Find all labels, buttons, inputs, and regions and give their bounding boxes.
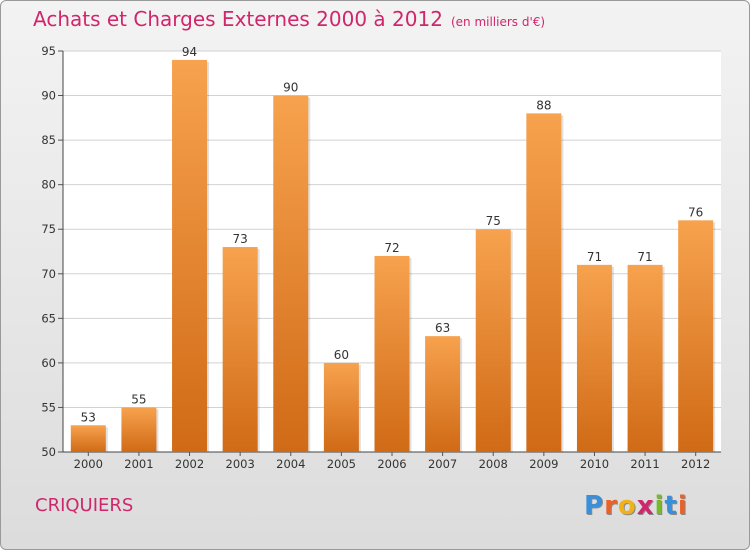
data-label: 88: [536, 98, 551, 112]
data-label: 55: [131, 392, 146, 406]
y-tick-label: 70: [41, 267, 56, 281]
chart-unit: (en milliers d'€): [450, 15, 546, 29]
data-label: 63: [435, 321, 450, 335]
y-tick-label: 55: [41, 400, 56, 414]
commune-name: CRIQUIERS: [35, 495, 134, 516]
x-tick-label: 2010: [580, 457, 609, 471]
data-label: 90: [283, 81, 298, 95]
proxiti-logo: Proxiti: [584, 491, 688, 521]
logo-letter: i: [677, 491, 688, 521]
bar: [475, 229, 511, 452]
bar: [273, 95, 309, 453]
logo-letter: x: [636, 491, 655, 521]
data-label: 75: [486, 214, 501, 228]
bar: [526, 113, 562, 452]
data-label: 60: [334, 348, 349, 362]
data-label: 71: [637, 250, 652, 264]
y-tick-label: 95: [41, 44, 56, 58]
data-label: 73: [233, 232, 248, 246]
bar: [222, 247, 258, 452]
bar: [70, 425, 106, 452]
x-tick-label: 2006: [377, 457, 406, 471]
y-tick-label: 65: [41, 311, 56, 325]
chart-title-text: Achats et Charges Externes 2000 à 2012: [33, 7, 443, 31]
y-tick-label: 85: [41, 133, 56, 147]
x-tick-label: 2003: [226, 457, 255, 471]
x-tick-label: 2011: [630, 457, 659, 471]
y-tick-label: 50: [41, 445, 56, 459]
x-tick-label: 2008: [479, 457, 508, 471]
bar: [172, 59, 208, 453]
logo-letter: r: [604, 491, 618, 521]
x-tick-label: 2001: [124, 457, 153, 471]
logo-letter: i: [654, 491, 665, 521]
data-label: 72: [384, 241, 399, 255]
logo-letter: o: [617, 491, 637, 521]
y-tick-label: 75: [41, 222, 56, 236]
bar: [678, 220, 714, 452]
x-tick-label: 2000: [74, 457, 103, 471]
x-tick-label: 2009: [529, 457, 558, 471]
bar: [576, 264, 612, 452]
data-label: 71: [587, 250, 602, 264]
logo-letter: P: [584, 491, 605, 521]
bar: [121, 407, 157, 452]
bar: [323, 362, 359, 452]
bar: [425, 336, 461, 452]
data-label: 76: [688, 205, 703, 219]
y-tick-label: 90: [41, 89, 56, 103]
y-tick-label: 60: [41, 356, 56, 370]
x-tick-label: 2007: [428, 457, 457, 471]
y-tick-label: 80: [41, 178, 56, 192]
x-tick-label: 2005: [327, 457, 356, 471]
data-label: 94: [182, 45, 197, 59]
bar: [374, 255, 410, 452]
data-label: 53: [81, 410, 96, 424]
chart-title: Achats et Charges Externes 2000 à 2012 (e…: [33, 7, 545, 31]
x-tick-label: 2002: [175, 457, 204, 471]
logo-letter: t: [664, 491, 678, 521]
x-tick-label: 2004: [276, 457, 305, 471]
bar: [627, 264, 663, 452]
x-tick-label: 2012: [681, 457, 710, 471]
